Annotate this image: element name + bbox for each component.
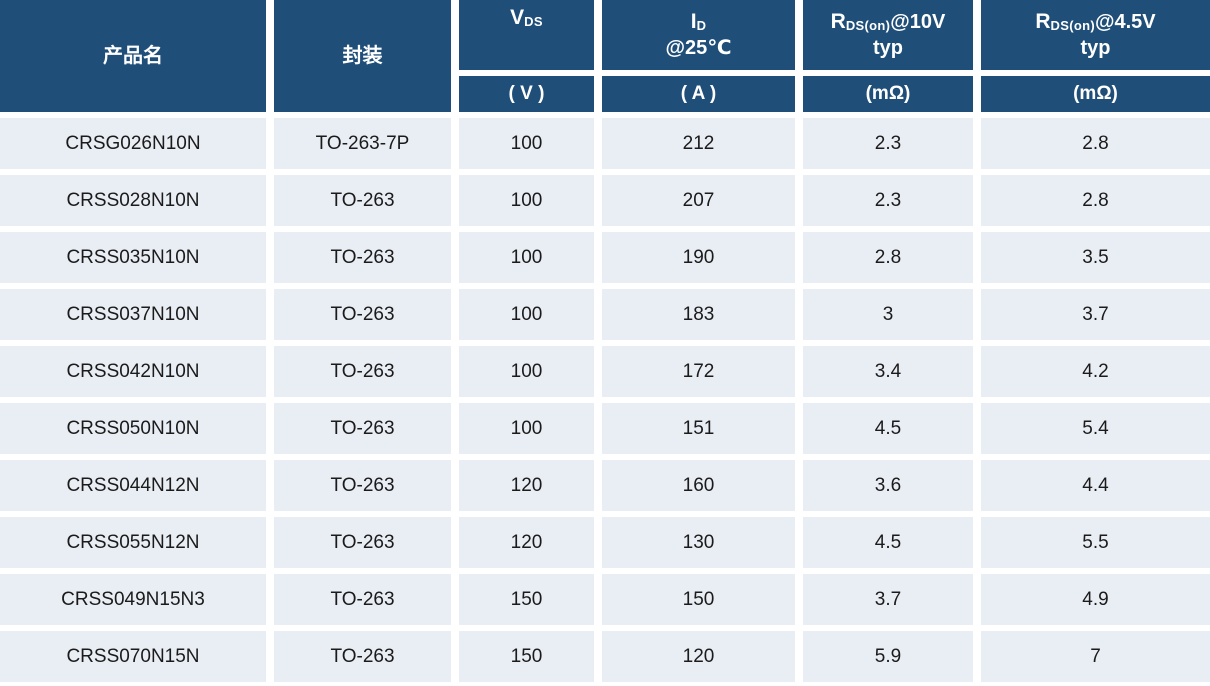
cell-id-25c: 190 — [602, 232, 795, 283]
cell-rds-on-4-5v: 3.5 — [981, 232, 1210, 283]
column-header-package-label: 封装 — [342, 44, 383, 67]
cell-package: TO-263 — [274, 631, 451, 682]
cell-package: TO-263 — [274, 403, 451, 454]
column-header-product: 产品名 — [0, 0, 266, 112]
cell-package: TO-263 — [274, 175, 451, 226]
cell-rds-on-4-5v: 7 — [981, 631, 1210, 682]
cell-rds-on-4-5v: 2.8 — [981, 118, 1210, 169]
cell-product: CRSS055N12N — [0, 517, 266, 568]
cell-package: TO-263 — [274, 517, 451, 568]
unit-header-vds: ( V ) — [459, 76, 594, 112]
cell-package: TO-263-7P — [274, 118, 451, 169]
cell-vds: 120 — [459, 517, 594, 568]
cell-rds-on-4-5v: 2.8 — [981, 175, 1210, 226]
cell-rds-on-4-5v: 4.2 — [981, 346, 1210, 397]
cell-rds-on-4-5v: 5.5 — [981, 517, 1210, 568]
cell-rds-on-10v: 3.6 — [803, 460, 973, 511]
cell-product: CRSG026N10N — [0, 118, 266, 169]
cell-rds-on-10v: 3.7 — [803, 574, 973, 625]
cell-rds-on-10v: 2.3 — [803, 175, 973, 226]
cell-rds-on-10v: 2.3 — [803, 118, 973, 169]
cell-product: CRSS035N10N — [0, 232, 266, 283]
cell-vds: 150 — [459, 574, 594, 625]
cell-rds-on-4-5v: 4.4 — [981, 460, 1210, 511]
cell-rds-on-4-5v: 5.4 — [981, 403, 1210, 454]
cell-rds-on-10v: 3 — [803, 289, 973, 340]
cell-id-25c: 183 — [602, 289, 795, 340]
column-header-rds-10v: R DS(on) @10V typ — [803, 0, 973, 70]
cell-product: CRSS028N10N — [0, 175, 266, 226]
column-header-package: 封装 — [274, 0, 451, 112]
cell-id-25c: 172 — [602, 346, 795, 397]
column-header-rds-4v5: R DS(on) @4.5V typ — [981, 0, 1210, 70]
cell-rds-on-10v: 5.9 — [803, 631, 973, 682]
cell-package: TO-263 — [274, 460, 451, 511]
unit-header-rds-10v: (mΩ) — [803, 76, 973, 112]
cell-package: TO-263 — [274, 346, 451, 397]
cell-vds: 100 — [459, 346, 594, 397]
column-header-vds: V DS — [459, 0, 594, 70]
cell-rds-on-4-5v: 4.9 — [981, 574, 1210, 625]
cell-vds: 100 — [459, 175, 594, 226]
cell-product: CRSS050N10N — [0, 403, 266, 454]
cell-rds-on-10v: 2.8 — [803, 232, 973, 283]
cell-package: TO-263 — [274, 574, 451, 625]
cell-rds-on-10v: 4.5 — [803, 517, 973, 568]
unit-header-rds-4v5: (mΩ) — [981, 76, 1210, 112]
cell-package: TO-263 — [274, 289, 451, 340]
cell-product: CRSS044N12N — [0, 460, 266, 511]
vds-symbol: V DS — [510, 6, 543, 29]
cell-vds: 120 — [459, 460, 594, 511]
cell-product: CRSS042N10N — [0, 346, 266, 397]
cell-id-25c: 150 — [602, 574, 795, 625]
unit-header-id: ( A ) — [602, 76, 795, 112]
cell-rds-on-10v: 4.5 — [803, 403, 973, 454]
cell-product: CRSS037N10N — [0, 289, 266, 340]
cell-package: TO-263 — [274, 232, 451, 283]
cell-id-25c: 120 — [602, 631, 795, 682]
cell-id-25c: 160 — [602, 460, 795, 511]
column-header-product-label: 产品名 — [103, 44, 163, 67]
cell-vds: 100 — [459, 403, 594, 454]
rds-10v-symbol: R DS(on) @10V typ — [830, 10, 946, 59]
rds-4v5-symbol: R DS(on) @4.5V typ — [1035, 10, 1156, 59]
cell-product: CRSS049N15N3 — [0, 574, 266, 625]
cell-vds: 100 — [459, 289, 594, 340]
cell-id-25c: 207 — [602, 175, 795, 226]
cell-id-25c: 212 — [602, 118, 795, 169]
cell-product: CRSS070N15N — [0, 631, 266, 682]
cell-rds-on-10v: 3.4 — [803, 346, 973, 397]
cell-vds: 100 — [459, 232, 594, 283]
cell-vds: 150 — [459, 631, 594, 682]
cell-id-25c: 130 — [602, 517, 795, 568]
cell-id-25c: 151 — [602, 403, 795, 454]
cell-rds-on-4-5v: 3.7 — [981, 289, 1210, 340]
cell-vds: 100 — [459, 118, 594, 169]
